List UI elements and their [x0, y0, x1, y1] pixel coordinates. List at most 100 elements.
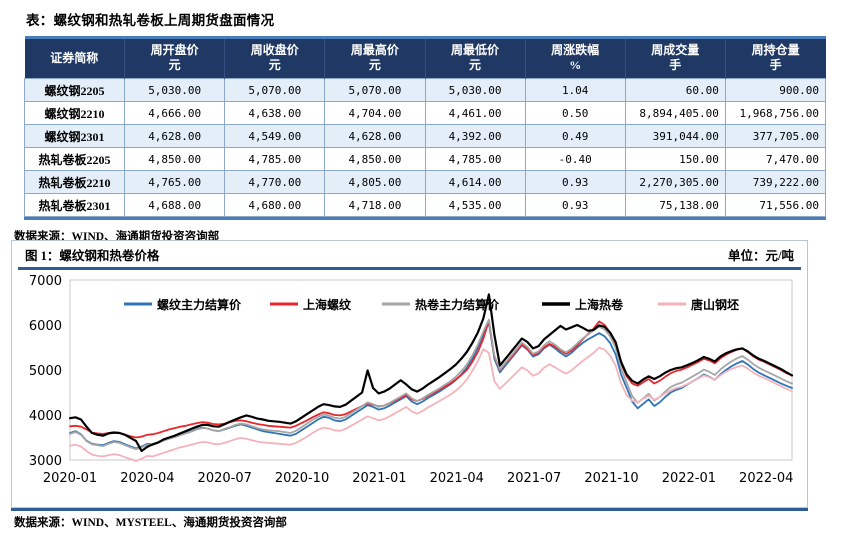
y-tick-label: 3000	[29, 454, 62, 469]
x-tick-label: 2021-07	[507, 471, 561, 486]
col-header-low: 周最低价 元	[424, 39, 526, 79]
cell-open: 4,688.00	[124, 193, 226, 217]
cell-open: 5,030.00	[124, 78, 226, 102]
table-bottom-rule	[24, 217, 826, 220]
cell-change: -0.40	[524, 147, 626, 171]
table-top-rule	[24, 36, 826, 39]
chart-plot-area: 3000 4000 5000 6000 7000 2020-01 2020-04 2020-…	[12, 270, 807, 502]
col-header-close: 周收盘价 元	[224, 39, 326, 79]
cell-change: 1.04	[524, 78, 626, 102]
cell-open: 4,666.00	[124, 101, 226, 125]
col-header-open-label: 周开盘价	[150, 43, 199, 57]
col-header-high: 周最高价 元	[324, 39, 426, 79]
cell-high: 4,718.00	[324, 193, 426, 217]
cell-low: 4,461.00	[424, 101, 526, 125]
plot-frame	[69, 279, 793, 461]
cell-high: 4,850.00	[324, 147, 426, 171]
cell-oi: 900.00	[724, 78, 827, 102]
table-row: 热轧卷板2301 4,688.00 4,680.00 4,718.00 4,53…	[23, 193, 827, 217]
y-tick-label: 4000	[29, 409, 62, 424]
legend-label: 螺纹主力结算价	[157, 297, 242, 312]
x-tick-label: 2020-04	[120, 471, 174, 486]
table-row: 热轧卷板2205 4,850.00 4,785.00 4,850.00 4,78…	[23, 147, 827, 171]
col-header-change-label: 周涨跌幅	[551, 43, 600, 57]
x-tick-label: 2021-01	[352, 471, 406, 486]
chart-legend: 螺纹主力结算价 上海螺纹 热卷主力结算价 上海热卷 唐山钢坯	[124, 297, 739, 312]
chart-title: 图 1：螺纹钢和热卷价格	[25, 248, 160, 263]
cell-volume: 150.00	[624, 147, 726, 171]
table-row: 螺纹钢2205 5,030.00 5,070.00 5,070.00 5,030…	[23, 78, 827, 102]
chart-header-rule	[18, 267, 801, 270]
col-header-volume-label: 周成交量	[651, 43, 700, 57]
futures-table-section: 表：螺纹钢和热轧卷板上周期货盘面情况 证券简称 周开盘价 元 周收盘价 元	[0, 0, 850, 244]
cell-name: 螺纹钢2210	[23, 101, 126, 125]
cell-high: 4,628.00	[324, 124, 426, 148]
cell-volume: 75,138.00	[624, 193, 726, 217]
cell-oi: 71,556.00	[724, 193, 827, 217]
x-tick-label: 2022-04	[739, 471, 793, 486]
col-header-volume: 周成交量 手	[624, 39, 726, 79]
x-tick-label: 2021-04	[430, 471, 484, 486]
cell-name: 螺纹钢2301	[23, 124, 126, 148]
cell-close: 5,070.00	[224, 78, 326, 102]
col-header-volume-unit: 手	[669, 58, 682, 72]
x-tick-label: 2020-07	[198, 471, 252, 486]
cell-name: 热轧卷板2210	[23, 170, 126, 194]
cell-volume: 8,894,405.00	[624, 101, 726, 125]
cell-oi: 377,705.00	[724, 124, 827, 148]
col-header-oi-unit: 手	[769, 58, 782, 72]
cell-open: 4,765.00	[124, 170, 226, 194]
cell-change: 0.93	[524, 193, 626, 217]
cell-oi: 739,222.00	[724, 170, 827, 194]
cell-close: 4,638.00	[224, 101, 326, 125]
y-tick-label: 7000	[29, 274, 62, 289]
cell-open: 4,628.00	[124, 124, 226, 148]
x-tick-label: 2020-01	[43, 471, 97, 486]
cell-high: 4,805.00	[324, 170, 426, 194]
table-row: 螺纹钢2210 4,666.00 4,638.00 4,704.00 4,461…	[23, 101, 827, 125]
col-header-change-unit: %	[569, 58, 582, 72]
cell-low: 4,785.00	[424, 147, 526, 171]
col-header-low-unit: 元	[469, 58, 482, 72]
series-line	[69, 346, 793, 462]
col-header-high-label: 周最高价	[350, 43, 399, 57]
table-head: 证券简称 周开盘价 元 周收盘价 元 周最高价 元 周最低价 元	[24, 36, 826, 79]
cell-low: 4,614.00	[424, 170, 526, 194]
col-header-close-label: 周收盘价	[250, 43, 299, 57]
cell-high: 4,704.00	[324, 101, 426, 125]
cell-name: 热轧卷板2301	[23, 193, 126, 217]
col-header-oi: 周持仓量 手	[724, 39, 826, 79]
chart-unit-label: 单位：元/吨	[728, 248, 794, 263]
legend-label: 上海螺纹	[303, 297, 352, 312]
x-tick-label: 2021-10	[584, 471, 638, 486]
col-header-close-unit: 元	[268, 58, 281, 72]
cell-open: 4,850.00	[124, 147, 226, 171]
col-header-change: 周涨跌幅 %	[524, 39, 626, 79]
y-axis-ticks: 3000 4000 5000 6000 7000	[29, 274, 62, 469]
chart-footer-rule	[11, 508, 808, 511]
table-caption: 表：螺纹钢和热轧卷板上周期货盘面情况	[26, 13, 275, 28]
cell-volume: 60.00	[624, 78, 726, 102]
cell-change: 0.50	[524, 101, 626, 125]
futures-table: 证券简称 周开盘价 元 周收盘价 元 周最高价 元 周最低价 元	[23, 36, 827, 217]
cell-close: 4,785.00	[224, 147, 326, 171]
col-header-high-unit: 元	[368, 58, 381, 72]
table-header-row: 证券简称 周开盘价 元 周收盘价 元 周最高价 元 周最低价 元	[24, 39, 826, 79]
table-body: 螺纹钢2205 5,030.00 5,070.00 5,070.00 5,030…	[23, 78, 827, 217]
x-axis-ticks: 2020-01 2020-04 2020-07 2020-10 2021-01 2021-…	[43, 471, 794, 486]
cell-change: 0.49	[524, 124, 626, 148]
cell-close: 4,770.00	[224, 170, 326, 194]
col-header-open-unit: 元	[168, 58, 181, 72]
cell-oi: 1,968,756.00	[724, 101, 827, 125]
chart-series-group	[68, 293, 794, 462]
series-line	[69, 319, 793, 439]
table-top-rule-cell	[24, 36, 826, 39]
col-header-low-label: 周最低价	[451, 43, 500, 57]
legend-label: 唐山钢坯	[691, 297, 739, 312]
col-header-name-label: 证券简称	[50, 50, 99, 65]
cell-name: 螺纹钢2205	[23, 78, 126, 102]
col-header-oi-label: 周持仓量	[751, 43, 800, 57]
cell-change: 0.93	[524, 170, 626, 194]
cell-low: 5,030.00	[424, 78, 526, 102]
